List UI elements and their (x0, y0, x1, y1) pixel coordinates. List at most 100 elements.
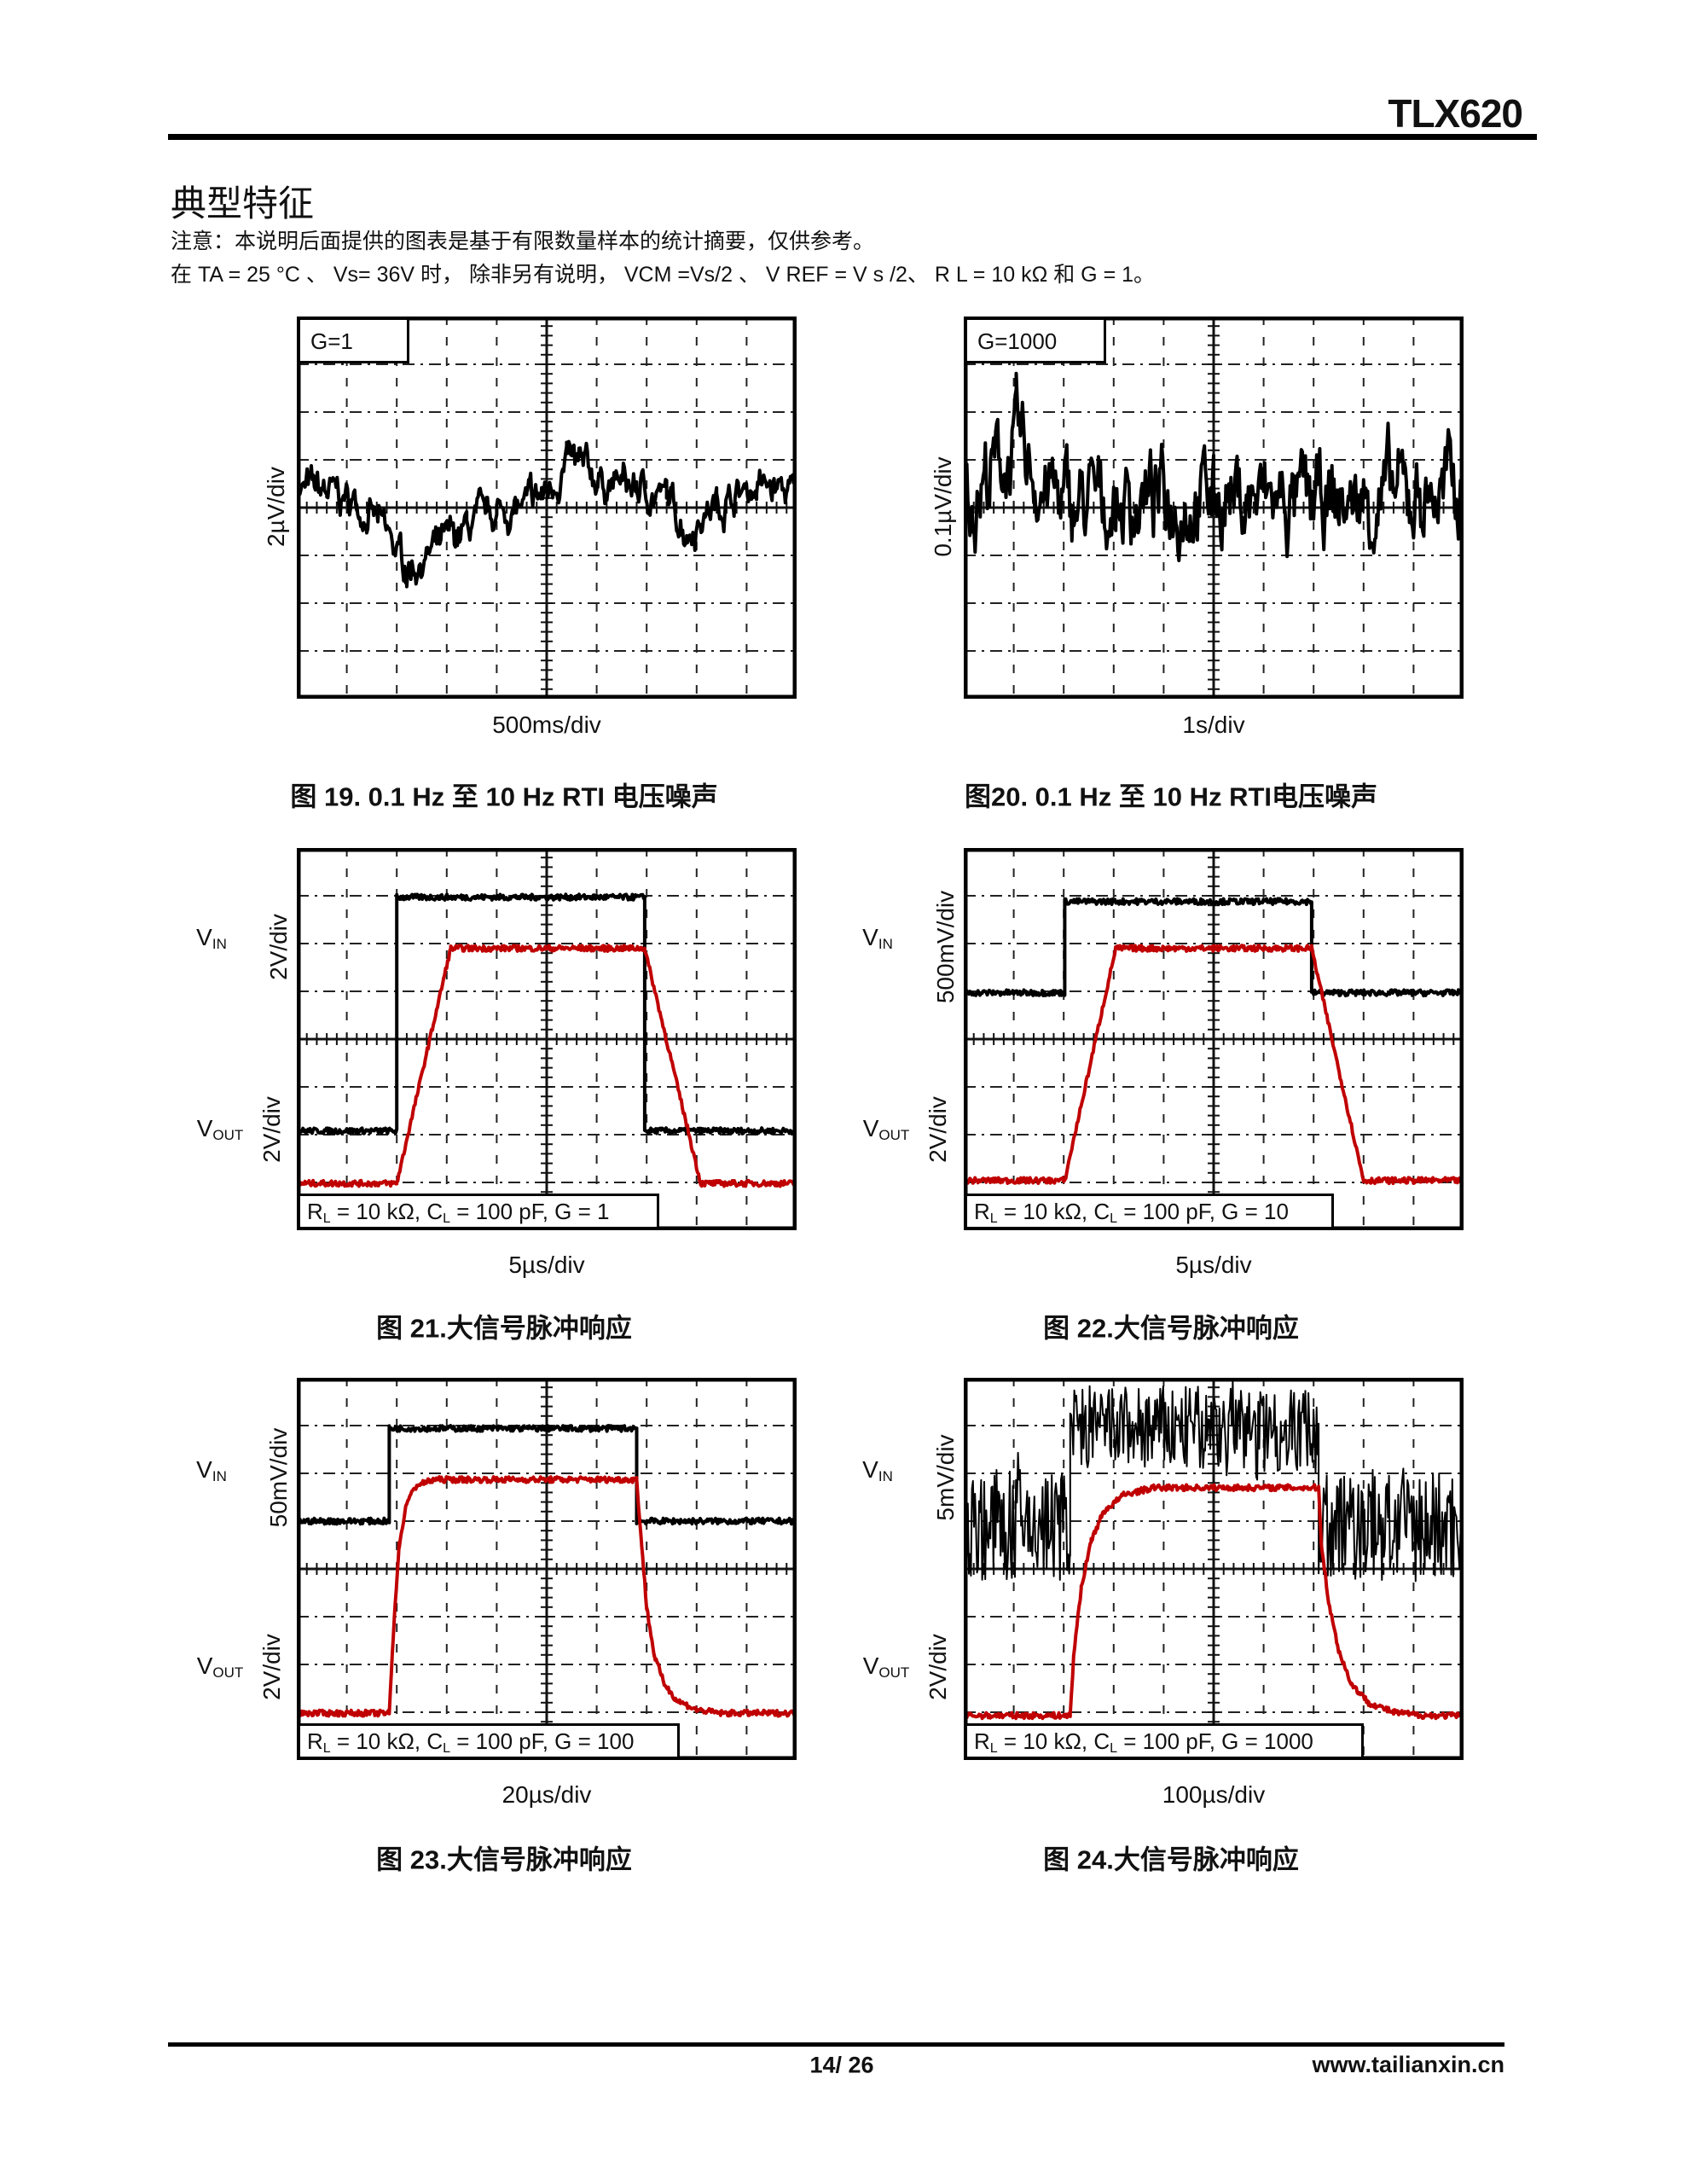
vout-label: VOUT (197, 1115, 244, 1144)
plot-frame (964, 317, 1464, 699)
trace-vin (964, 897, 1464, 997)
vout-label: VOUT (863, 1653, 910, 1682)
plot-figure-24: RL = 10 kΩ, CL = 100 pF, G = 1000 (964, 1378, 1464, 1760)
header-rule (168, 134, 1537, 140)
footer-rule (168, 2042, 1504, 2047)
annotation-part: = 100 pF, G = (1117, 1199, 1265, 1224)
trace-noise (297, 439, 797, 589)
annotation-part: 1000 (1264, 1728, 1313, 1754)
annotation-part: = 100 pF, G = (1117, 1728, 1265, 1754)
oscilloscope-chart (964, 317, 1464, 699)
annotation-part: R (307, 1199, 323, 1224)
annotation-part: = 10 kΩ, C (997, 1728, 1110, 1754)
conditions-annotation-box: RL = 10 kΩ, CL = 100 pF, G = 10 (967, 1194, 1334, 1227)
label-subscript: OUT (878, 1127, 910, 1143)
annotation-part: L (989, 1741, 998, 1756)
y-axis-label: 0.1µV/div (930, 456, 956, 557)
gain-annotation-box: G=1000 (967, 320, 1106, 363)
vout-label: VOUT (863, 1115, 910, 1144)
label-main: V (862, 1653, 879, 1679)
trace-vout (297, 1475, 797, 1718)
label-subscript: IN (878, 1468, 893, 1484)
oscilloscope-chart (297, 1378, 797, 1760)
vin-label: VIN (862, 924, 893, 953)
plot-frame (297, 317, 797, 699)
annotation-part: 100 (597, 1728, 635, 1754)
conditions-text: 在 TA = 25 °C 、 Vs= 36V 时， 除非另有说明， VCM =V… (171, 263, 1156, 287)
oscilloscope-chart (297, 848, 797, 1230)
plot-figure-22: RL = 10 kΩ, CL = 100 pF, G = 10 (964, 848, 1464, 1230)
annotation-part: R (974, 1728, 990, 1754)
plot-frame (297, 848, 797, 1230)
oscilloscope-chart (964, 1378, 1464, 1760)
label-subscript: IN (878, 936, 893, 952)
annotation-part: R (307, 1728, 323, 1754)
annotation-part: L (1110, 1211, 1118, 1226)
conditions-annotation-box: RL = 10 kΩ, CL = 100 pF, G = 1000 (967, 1723, 1364, 1757)
annotation-part: = 100 pF, G = (450, 1728, 598, 1754)
website-link[interactable]: www.tailianxin.cn (1312, 2052, 1504, 2077)
y-axis-label-vin: 500mV/div (932, 890, 959, 1004)
oscilloscope-chart (964, 848, 1464, 1230)
trace-vout (964, 1483, 1464, 1721)
label-main: V (196, 1115, 213, 1141)
plot-figure-23: RL = 10 kΩ, CL = 100 pF, G = 100 (297, 1378, 797, 1760)
figure-caption: 图 23.大信号脉冲响应 (376, 1844, 632, 1875)
label-main: V (862, 1456, 878, 1483)
label-subscript: IN (212, 936, 227, 952)
annotation-part: = 10 kΩ, C (330, 1199, 443, 1224)
gain-annotation-box: G=1 (300, 320, 409, 363)
annotation-part: L (989, 1211, 998, 1226)
label-subscript: OUT (878, 1664, 910, 1681)
plot-frame (297, 1378, 797, 1760)
trace-vin (297, 892, 797, 1136)
x-axis-label: 5µs/div (508, 1252, 585, 1278)
annotation-part: = 10 kΩ, C (997, 1199, 1110, 1224)
oscilloscope-chart (297, 317, 797, 699)
label-main: V (862, 924, 878, 950)
figure-caption: 图20. 0.1 Hz 至 10 Hz RTI电压噪声 (964, 781, 1378, 812)
trace-vin (964, 1380, 1464, 1583)
label-main: V (196, 1456, 212, 1483)
section-title: 典型特征 (171, 183, 315, 224)
x-axis-label: 20µs/div (501, 1781, 592, 1808)
figure-caption: 图 21.大信号脉冲响应 (376, 1313, 632, 1344)
x-axis-label: 100µs/div (1162, 1781, 1266, 1808)
annotation-part: = 100 pF, G = (450, 1199, 598, 1224)
note-text: 注意：本说明后面提供的图表是基于有限数量样本的统计摘要，仅供参考。 (171, 229, 875, 253)
y-axis-label-vout: 2V/div (258, 1634, 285, 1700)
vin-label: VIN (196, 924, 227, 953)
y-axis-label-vout: 2V/div (925, 1634, 951, 1700)
plot-figure-21: RL = 10 kΩ, CL = 100 pF, G = 1 (297, 848, 797, 1230)
annotation-part: L (443, 1211, 451, 1226)
x-axis-label: 500ms/div (492, 712, 601, 738)
annotation-part: L (322, 1741, 331, 1756)
plot-figure-19: G=1 (297, 317, 797, 699)
plot-frame (964, 1378, 1464, 1760)
figure-caption: 图 24.大信号脉冲响应 (1043, 1844, 1299, 1875)
x-axis-label: 5µs/div (1175, 1252, 1252, 1278)
x-axis-label: 1s/div (1182, 712, 1245, 738)
vin-label: VIN (196, 1456, 227, 1485)
label-subscript: OUT (212, 1127, 244, 1143)
vout-label: VOUT (197, 1653, 244, 1682)
plot-figure-20: G=1000 (964, 317, 1464, 699)
plot-frame (964, 848, 1464, 1230)
annotation-part: L (443, 1741, 451, 1756)
figure-caption: 图 19. 0.1 Hz 至 10 Hz RTI 电压噪声 (290, 781, 718, 812)
annotation-part: = 10 kΩ, C (330, 1728, 443, 1754)
y-axis-label-vin: 50mV/div (265, 1427, 292, 1528)
y-axis-label-vout: 2V/div (258, 1096, 285, 1163)
y-axis-label-vin: 2V/div (265, 914, 292, 980)
y-axis-label: 2µV/div (263, 467, 289, 547)
annotation-part: L (322, 1211, 331, 1226)
trace-vout (297, 944, 797, 1188)
label-subscript: IN (212, 1468, 227, 1484)
y-axis-label-vout: 2V/div (925, 1096, 951, 1163)
annotation-part: L (1110, 1741, 1118, 1756)
conditions-annotation-box: RL = 10 kΩ, CL = 100 pF, G = 1 (300, 1194, 659, 1227)
conditions-annotation-box: RL = 10 kΩ, CL = 100 pF, G = 100 (300, 1723, 680, 1757)
page-number: 14/ 26 (809, 2052, 874, 2078)
figure-caption: 图 22.大信号脉冲响应 (1043, 1313, 1299, 1344)
annotation-part: R (974, 1199, 990, 1224)
